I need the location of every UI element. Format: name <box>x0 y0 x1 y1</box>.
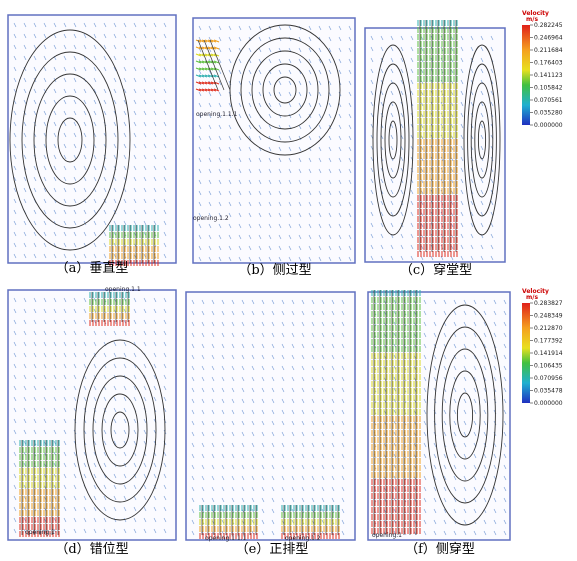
panel-frame <box>186 292 355 540</box>
colorbar-label: 0.282245 <box>534 22 563 29</box>
panel: （c）穿堂型 <box>365 20 505 278</box>
opening-label: opening.1.2 <box>193 215 229 222</box>
opening-label: opening.1.1 <box>105 286 141 293</box>
panel: opening.1.1.1 opening.1.2 （b）侧过型 <box>193 18 355 278</box>
colorbar-label: 0.177392 <box>534 338 563 345</box>
caption: （a）垂直型 <box>56 261 129 276</box>
colorbar-label: 0.106435 <box>534 363 563 370</box>
caption: （f）侧穿型 <box>405 541 475 557</box>
colorbar-label: 0.070956 <box>534 375 563 382</box>
caption: （e）正排型 <box>236 542 309 557</box>
panel: opening.1（f）侧穿型 <box>368 290 510 557</box>
legend: Velocitym/s0.2838270.2483490.2128700.177… <box>522 288 563 407</box>
caption: （c）穿堂型 <box>400 262 472 278</box>
caption: （b）侧过型 <box>238 263 311 278</box>
colorbar-label: 0.141123 <box>534 72 563 79</box>
opening-label: opening.1.2 <box>285 535 321 542</box>
colorbar-label: 0.105842 <box>534 85 563 92</box>
colorbar <box>522 25 530 125</box>
colorbar-label: 0.141914 <box>534 350 563 357</box>
colorbar-label: 0.000000 <box>534 122 563 129</box>
opening-label: opening.1.1.1 <box>205 535 247 542</box>
figure: （a）垂直型 opening.1.1.1 opening.1.2 （b）侧过型 （c）穿… <box>0 0 577 561</box>
colorbar-label: 0.211684 <box>534 47 563 54</box>
panel: （a）垂直型 <box>8 15 176 276</box>
colorbar-label: 0.212870 <box>534 325 563 332</box>
panel-frame <box>8 290 176 540</box>
panel-frame <box>8 15 176 263</box>
colorbar <box>522 303 530 403</box>
colorbar-label: 0.246964 <box>534 35 563 42</box>
colorbar-label: 0.035280 <box>534 110 563 117</box>
panel: opening.1.1.1 opening.1.2（e）正排型 <box>186 292 355 557</box>
colorbar-label: 0.283827 <box>534 300 563 307</box>
colorbar-label: 0.035478 <box>534 388 563 395</box>
opening-label: opening.1 <box>25 529 55 536</box>
panel: opening.1.1 opening.1（d）错位型 <box>8 286 176 557</box>
caption: （d）错位型 <box>55 542 128 557</box>
colorbar-label: 0.248349 <box>534 313 563 320</box>
colorbar-label: 0.176403 <box>534 60 563 67</box>
colorbar-label: 0.000000 <box>534 400 563 407</box>
panel-frame <box>365 28 505 262</box>
opening-label: opening.1 <box>372 532 402 539</box>
opening-label: opening.1.1.1 <box>196 111 238 118</box>
legend: Velocitym/s0.2822450.2469640.2116840.176… <box>522 10 563 129</box>
colorbar-label: 0.070561 <box>534 97 563 104</box>
